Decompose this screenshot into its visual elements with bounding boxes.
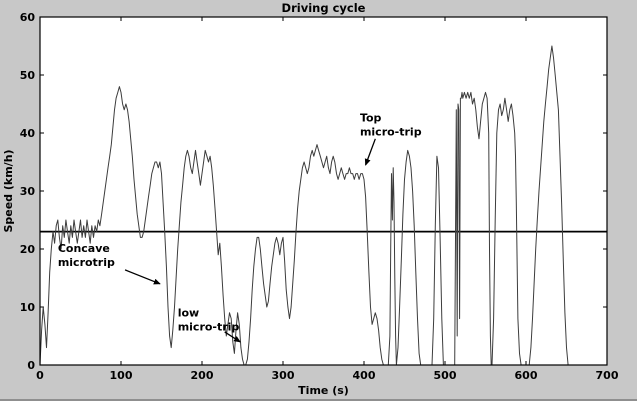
annotation-text: Concave bbox=[58, 242, 110, 255]
y-tick-label: 10 bbox=[20, 301, 36, 314]
y-tick-label: 20 bbox=[20, 243, 36, 256]
chart-title: Driving cycle bbox=[282, 1, 366, 15]
x-tick-label: 400 bbox=[353, 369, 376, 382]
annotation-text: micro-trip bbox=[360, 125, 422, 138]
annotation-arrow bbox=[124, 269, 161, 285]
axes-box bbox=[39, 16, 608, 366]
x-tick-label: 700 bbox=[596, 369, 619, 382]
y-tick-label: 50 bbox=[20, 69, 36, 82]
y-tick-label: 30 bbox=[20, 185, 36, 198]
y-tick-label: 40 bbox=[20, 127, 36, 140]
annotation-text: micro-trip bbox=[178, 320, 240, 333]
plot-area bbox=[40, 17, 607, 365]
speed-trace bbox=[39, 45, 569, 366]
annotation-text: Top bbox=[360, 111, 382, 124]
annotation-text: low bbox=[178, 306, 200, 319]
x-tick-label: 0 bbox=[36, 369, 44, 382]
annotation-arrow bbox=[364, 138, 376, 166]
annotation-text: microtrip bbox=[58, 256, 115, 269]
x-tick-label: 100 bbox=[110, 369, 133, 382]
x-tick-label: 300 bbox=[272, 369, 295, 382]
x-tick-label: 500 bbox=[434, 369, 457, 382]
y-tick-label: 0 bbox=[27, 359, 35, 372]
y-axis-label: Speed (km/h) bbox=[2, 149, 15, 232]
x-tick-label: 200 bbox=[191, 369, 214, 382]
x-tick-label: 600 bbox=[515, 369, 538, 382]
annotation-arrow bbox=[224, 331, 241, 343]
y-tick-label: 60 bbox=[20, 11, 36, 24]
x-axis-label: Time (s) bbox=[298, 384, 349, 397]
